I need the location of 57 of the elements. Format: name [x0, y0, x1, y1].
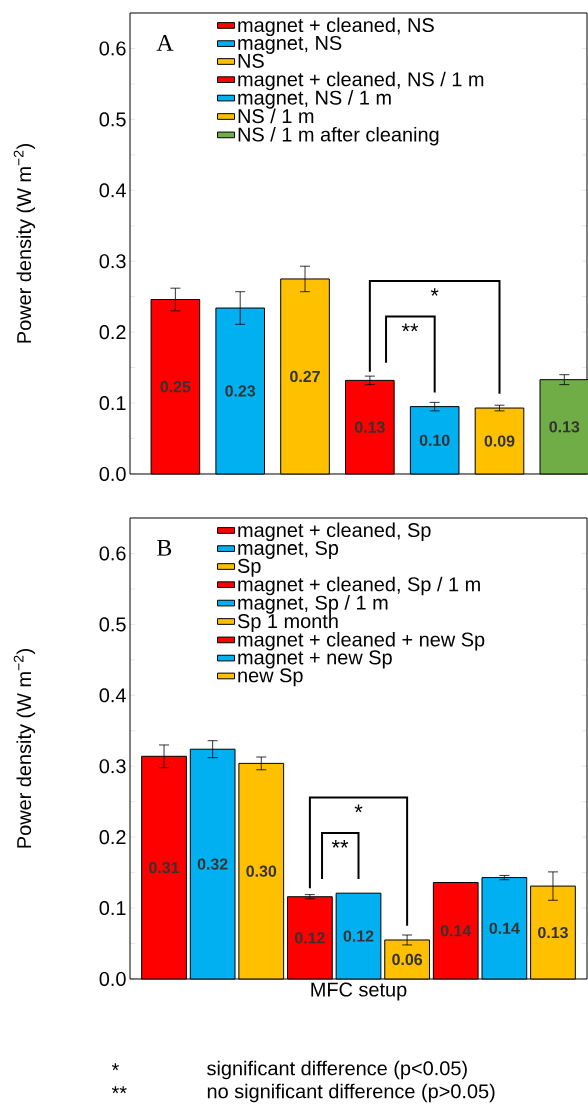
text: significant difference (p<0.05): [207, 1060, 467, 1080]
y-tick-label: 0.0: [99, 466, 126, 482]
y-tick-label: 0.2: [99, 325, 126, 340]
legend-label: magnet, NS / 1 m: [238, 90, 391, 109]
data-label: 0.14: [489, 922, 520, 934]
y-tick-label: 0.6: [99, 41, 126, 56]
annotation: *: [354, 804, 363, 813]
data-label: 0.13: [549, 421, 580, 433]
legend-label: magnet + cleaned, Sp: [238, 522, 431, 542]
text: **: [111, 1086, 127, 1094]
legend-label: magnet + new Sp: [238, 650, 392, 669]
legend-label: Sp 1 month: [237, 613, 338, 633]
text: A: [156, 34, 174, 51]
y-tick-label: 0.4: [99, 688, 126, 703]
data-label: 0.10: [419, 434, 450, 446]
data-label: 0.12: [343, 930, 374, 942]
data-label: 0.13: [538, 926, 568, 939]
y-tick-label: 0.6: [99, 546, 126, 561]
legend-label: NS / 1 m: [238, 108, 314, 124]
y-axis-title: Power density (W m$^{−2}$): [13, 144, 36, 343]
data-label: 0.09: [484, 435, 515, 447]
text: B: [157, 539, 172, 556]
y-tick-label: 0.1: [99, 396, 126, 411]
text: no significant difference (p>0.05): [207, 1083, 495, 1103]
data-label: 0.12: [295, 932, 325, 944]
legend-label: magnet + cleaned, NS / 1 m: [238, 71, 484, 91]
y-tick-label: 0.2: [99, 830, 126, 845]
legend-label: magnet, Sp / 1 m: [238, 595, 388, 614]
data-label: 0.23: [225, 385, 256, 397]
y-tick-label: 0.4: [99, 183, 126, 198]
legend-label: new Sp: [238, 668, 303, 687]
y-axis-title: Power density (W m$^{−2}$): [13, 649, 36, 848]
data-label: 0.25: [160, 381, 191, 393]
text: *: [111, 1063, 119, 1071]
data-label: 0.32: [197, 858, 228, 870]
legend-label: NS: [238, 53, 264, 68]
legend-label: NS / 1 m after cleaning: [238, 126, 439, 146]
y-tick-label: 0.5: [99, 112, 126, 127]
y-tick-label: 0.5: [99, 617, 126, 632]
data-label: 0.30: [246, 865, 277, 877]
data-label: 0.27: [290, 370, 320, 383]
annotation: **: [401, 323, 419, 332]
data-label: 0.13: [354, 421, 385, 433]
y-tick-label: 0.1: [99, 901, 126, 916]
y-tick-label: 0.3: [99, 759, 126, 774]
data-label: 0.06: [392, 953, 423, 966]
annotation: **: [331, 839, 349, 848]
y-tick-label: 0.0: [99, 971, 126, 987]
annotation: *: [430, 288, 439, 296]
x-axis-title: MFC setup: [311, 982, 407, 1001]
legend-label: magnet + cleaned, Sp / 1 m: [238, 576, 480, 596]
legend-label: magnet + cleaned, NS: [238, 17, 434, 37]
data-label: 0.14: [440, 925, 472, 937]
y-tick-label: 0.3: [99, 254, 126, 269]
data-label: 0.31: [149, 862, 180, 874]
legend-label: magnet + cleaned + new Sp: [238, 631, 485, 651]
legend-label: Sp: [237, 558, 261, 577]
